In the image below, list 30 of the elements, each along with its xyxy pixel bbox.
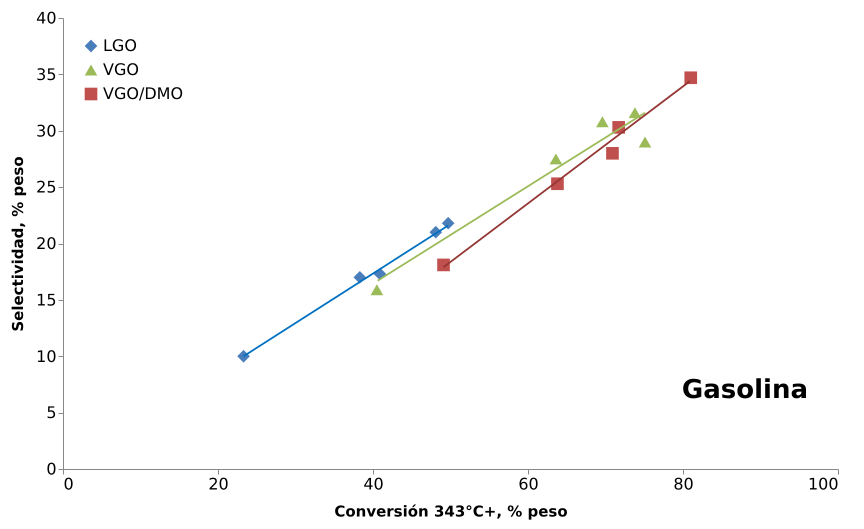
x-tick-label: 20 — [208, 474, 229, 494]
y-tick-label: 40 — [36, 8, 56, 28]
y-tick-label: 30 — [36, 121, 56, 140]
legend-label: VGO/DMO — [103, 84, 184, 103]
point — [237, 350, 250, 363]
y-tick-label: 15 — [36, 290, 56, 310]
x-tick-label: 60 — [518, 474, 539, 494]
annotation: Gasolina — [682, 375, 808, 405]
point — [606, 146, 619, 160]
point — [684, 71, 698, 84]
y-tick-label: 35 — [36, 64, 56, 84]
x-tick-label: 40 — [363, 474, 384, 494]
x-tick-label: 100 — [808, 474, 838, 494]
y-axis-title: Selectividad, % peso — [9, 156, 28, 332]
y-tick-label: 10 — [36, 346, 56, 366]
y-tick-label: 0 — [46, 460, 56, 478]
point — [370, 284, 384, 296]
point — [442, 216, 454, 230]
point — [437, 258, 450, 272]
y-tick-label: 20 — [36, 234, 56, 253]
x-tick-label: 0 — [64, 474, 74, 494]
point — [596, 116, 609, 128]
y-tick-label: 25 — [36, 178, 56, 197]
y-tick-label: 5 — [46, 403, 56, 422]
legend-label: VGO — [103, 60, 139, 79]
legend-label: LGO — [103, 36, 137, 55]
x-axis-title: Conversión 343°C+, % peso — [334, 502, 568, 520]
point — [638, 136, 652, 148]
x-tick-label: 80 — [673, 474, 694, 494]
point — [550, 153, 562, 164]
